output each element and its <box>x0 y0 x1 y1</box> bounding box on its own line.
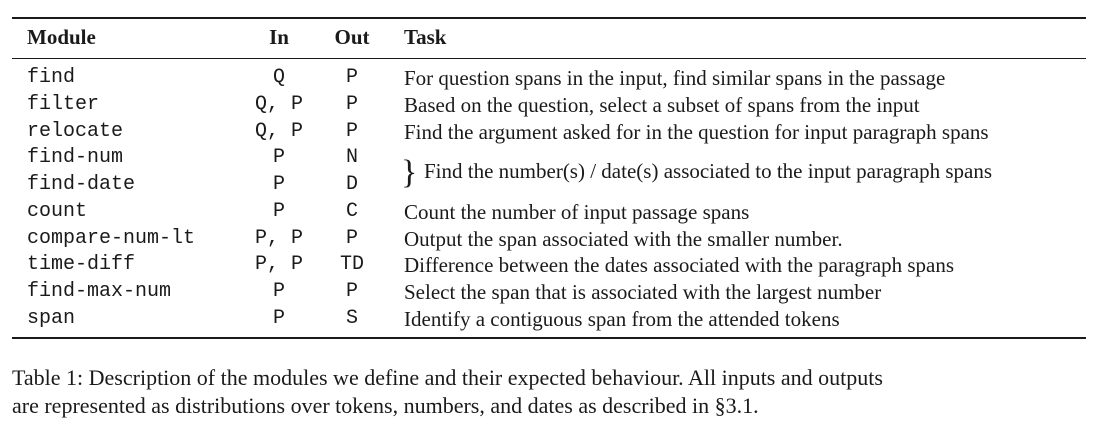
module-output: P <box>345 120 358 143</box>
table-top-rule <box>12 17 1086 19</box>
header-task: Task <box>404 25 447 49</box>
module-name: filter <box>27 93 100 116</box>
module-task: Identify a contiguous span from the atte… <box>404 307 840 331</box>
module-name: find-max-num <box>27 280 172 303</box>
module-input: P, P <box>254 227 303 250</box>
module-input: P <box>272 307 285 330</box>
module-name: count <box>27 200 88 223</box>
module-name: find-date <box>27 173 136 196</box>
table-caption: Table 1: Description of the modules we d… <box>12 364 1092 420</box>
module-task: Count the number of input passage spans <box>404 200 750 224</box>
module-input: P <box>272 146 285 169</box>
module-name: find-num <box>27 146 124 169</box>
module-name: compare-num-lt <box>27 227 196 250</box>
module-input: P, P <box>254 253 303 276</box>
module-output: C <box>345 200 358 223</box>
module-task: Difference between the dates associated … <box>404 253 955 277</box>
module-output: P <box>345 227 358 250</box>
header-module: Module <box>27 25 96 49</box>
module-task: Select the span that is associated with … <box>404 280 882 304</box>
module-task: For question spans in the input, find si… <box>404 66 946 90</box>
module-task: Find the argument asked for in the quest… <box>404 120 989 144</box>
caption-line-2: are represented as distributions over to… <box>12 393 759 418</box>
module-name: relocate <box>27 120 124 143</box>
module-name: span <box>27 307 76 330</box>
module-input: Q, P <box>254 120 303 143</box>
module-output: S <box>345 307 358 330</box>
right-brace: } <box>401 154 418 191</box>
module-output: N <box>345 146 358 169</box>
caption-line-1: Table 1: Description of the modules we d… <box>12 365 883 390</box>
module-output: D <box>345 173 358 196</box>
table-bottom-rule <box>12 337 1086 339</box>
table-header-rule <box>12 58 1086 59</box>
module-input: P <box>272 173 285 196</box>
module-task: Based on the question, select a subset o… <box>404 93 920 117</box>
module-input: P <box>272 200 285 223</box>
module-output: P <box>345 280 358 303</box>
module-task: Output the span associated with the smal… <box>404 227 843 251</box>
module-output: TD <box>339 253 364 276</box>
module-output: P <box>345 93 358 116</box>
header-out: Out <box>334 25 370 49</box>
module-output: P <box>345 66 358 89</box>
header-in: In <box>269 25 289 49</box>
module-input: Q <box>272 66 285 89</box>
module-name: find <box>27 66 76 89</box>
module-input: Q, P <box>254 93 303 116</box>
module-name: time-diff <box>27 253 136 276</box>
module-input: P <box>272 280 285 303</box>
merged-task: Find the number(s) / date(s) associated … <box>424 159 993 183</box>
